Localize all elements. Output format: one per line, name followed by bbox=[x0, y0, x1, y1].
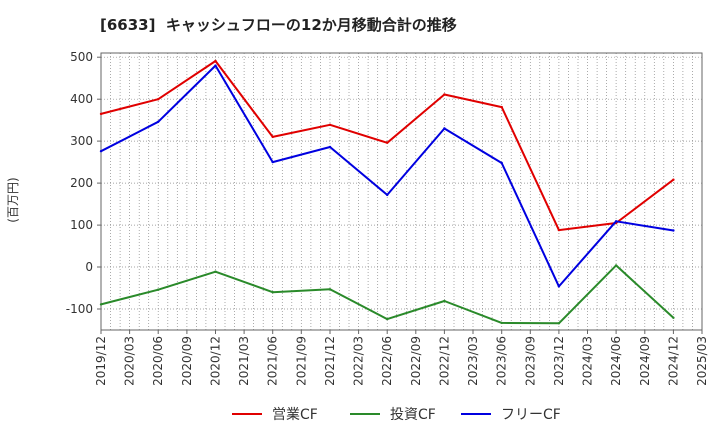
chart-title: [6633] キャッシュフローの12か月移動合計の推移 bbox=[100, 16, 457, 34]
x-tick-label: 2021/09 bbox=[294, 336, 308, 386]
free-cf-point bbox=[99, 150, 103, 153]
x-tick-label: 2022/12 bbox=[437, 336, 451, 386]
y-tick-label: -100 bbox=[66, 302, 93, 316]
series-lines bbox=[99, 59, 675, 325]
y-tick-label: 100 bbox=[70, 218, 93, 232]
legend: 営業CF 投資CF フリーCF bbox=[232, 407, 561, 423]
y-axis-label: (百万円) bbox=[6, 177, 20, 222]
x-tick-label: 2019/12 bbox=[94, 336, 108, 386]
x-tick-label: 2020/12 bbox=[209, 336, 223, 386]
x-tick-label: 2022/06 bbox=[380, 336, 394, 386]
y-axis: 500 400 300 200 100 0 -100 bbox=[66, 50, 101, 316]
investing-cf-point bbox=[99, 303, 103, 306]
x-tick-label: 2020/06 bbox=[151, 336, 165, 386]
investing-cf-point bbox=[557, 322, 561, 325]
y-tick-label: 0 bbox=[85, 260, 93, 274]
investing-cf-point bbox=[672, 316, 675, 319]
x-tick-label: 2021/03 bbox=[237, 336, 251, 386]
investing-cf-point bbox=[214, 270, 217, 273]
operating-cf-point bbox=[500, 105, 503, 109]
x-tick-label: 2025/03 bbox=[695, 336, 709, 386]
free-cf-point bbox=[271, 160, 274, 164]
operating-cf-point bbox=[557, 228, 561, 232]
investing-cf-point bbox=[443, 299, 446, 303]
x-tick-label: 2021/12 bbox=[323, 336, 337, 386]
free-cf-point bbox=[214, 64, 217, 67]
x-tick-label: 2023/03 bbox=[466, 336, 480, 386]
x-tick-label: 2022/09 bbox=[409, 336, 423, 386]
x-tick-label: 2023/12 bbox=[552, 336, 566, 386]
investing-cf-point bbox=[614, 264, 618, 267]
free-cf-point bbox=[614, 220, 618, 223]
x-tick-label: 2023/09 bbox=[523, 336, 537, 386]
x-axis: 2019/12 2020/03 2020/06 2020/09 2020/12 2021/… bbox=[94, 330, 709, 386]
x-tick-label: 2020/09 bbox=[180, 336, 194, 386]
operating-cf-point bbox=[443, 93, 446, 96]
free-cf-point bbox=[500, 161, 503, 165]
plot-area bbox=[100, 52, 703, 331]
free-cf-point bbox=[157, 120, 160, 124]
x-tick-label: 2024/06 bbox=[609, 336, 623, 386]
x-tick-label: 2024/03 bbox=[581, 336, 595, 386]
operating-cf-point bbox=[214, 59, 217, 63]
y-tick-label: 500 bbox=[70, 50, 93, 64]
free-cf-point bbox=[328, 145, 332, 149]
operating-cf-point bbox=[157, 98, 160, 101]
operating-cf-point bbox=[328, 123, 332, 127]
y-tick-label: 300 bbox=[70, 134, 93, 148]
y-tick-label: 200 bbox=[70, 176, 93, 190]
y-tick-label: 400 bbox=[70, 92, 93, 106]
free-cf-point bbox=[386, 193, 389, 197]
operating-cf-point bbox=[386, 141, 389, 144]
free-cf-point bbox=[557, 285, 561, 288]
free-cf-point bbox=[672, 229, 675, 232]
investing-cf-legend-label: 投資CF bbox=[390, 407, 436, 423]
investing-cf-point bbox=[157, 288, 160, 291]
x-tick-label: 2024/12 bbox=[666, 336, 680, 386]
investing-cf-point bbox=[500, 321, 503, 325]
x-tick-label: 2023/06 bbox=[495, 336, 509, 386]
operating-cf-point bbox=[672, 178, 675, 181]
investing-cf-point bbox=[328, 288, 332, 291]
x-tick-label: 2024/09 bbox=[638, 336, 652, 386]
x-tick-label: 2020/03 bbox=[123, 336, 137, 386]
grid-lines bbox=[101, 53, 702, 330]
x-tick-label: 2022/03 bbox=[352, 336, 366, 386]
free-cf-point bbox=[443, 127, 446, 130]
free-cf-legend-label: フリーCF bbox=[501, 407, 561, 423]
investing-cf-point bbox=[271, 291, 274, 294]
operating-cf-legend-label: 営業CF bbox=[272, 407, 318, 423]
operating-cf-point bbox=[271, 135, 274, 139]
investing-cf-point bbox=[386, 317, 389, 321]
x-tick-label: 2021/06 bbox=[266, 336, 280, 386]
operating-cf-point bbox=[99, 112, 103, 116]
